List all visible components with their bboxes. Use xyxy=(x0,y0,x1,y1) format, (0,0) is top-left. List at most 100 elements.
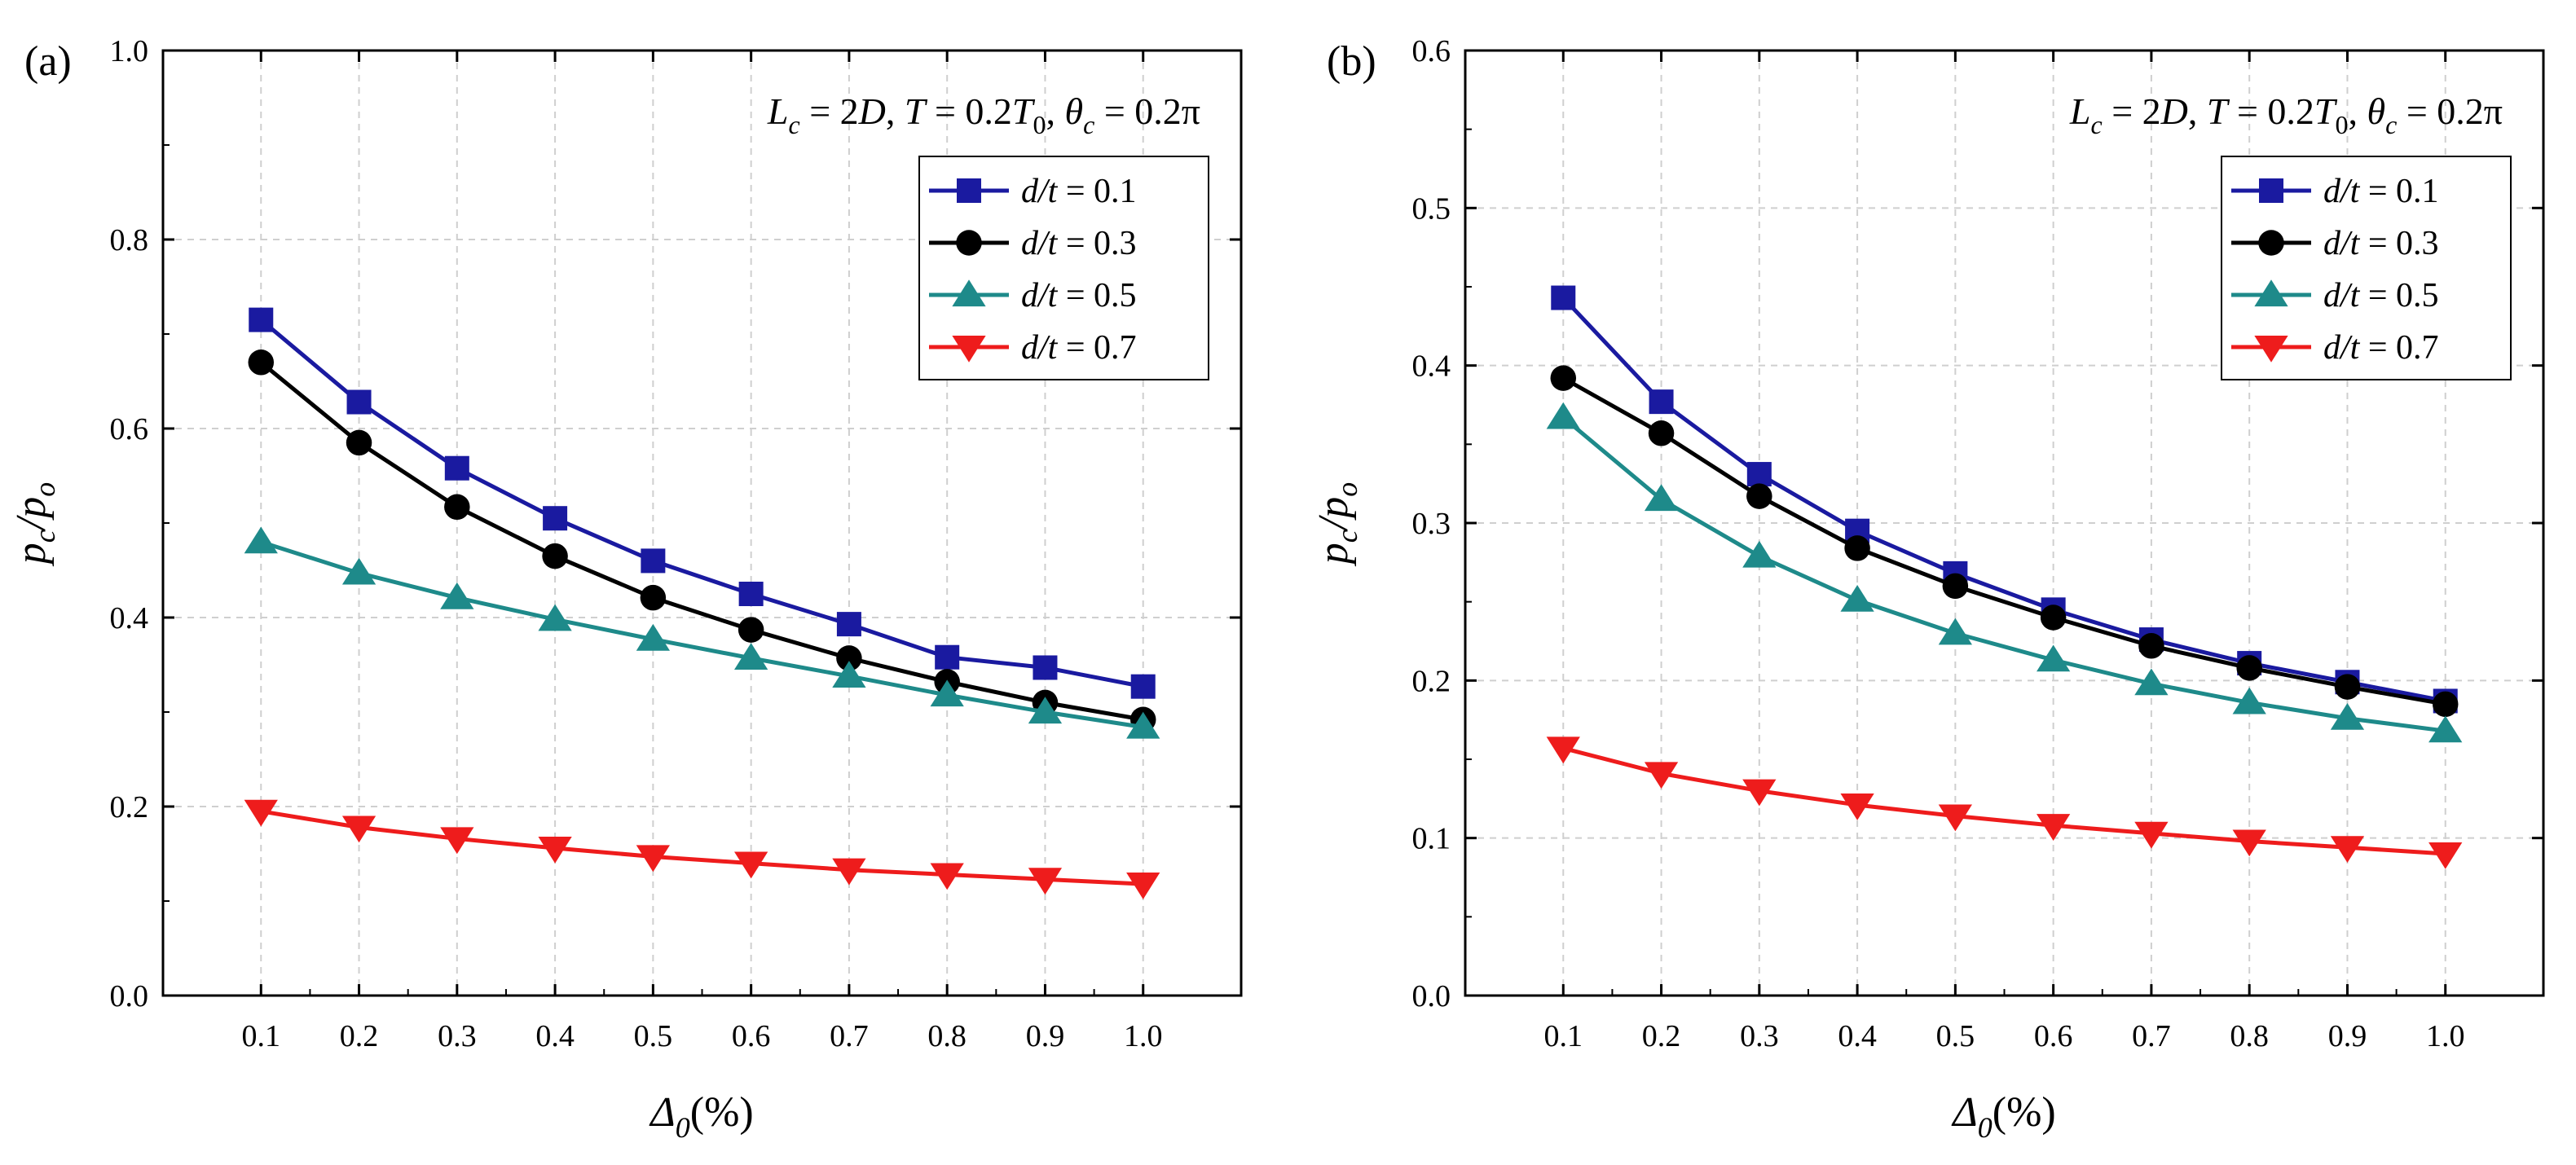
x-tick-label: 0.2 xyxy=(1642,1019,1681,1053)
y-tick-label: 0.2 xyxy=(110,790,149,824)
legend-label: d/t = 0.5 xyxy=(1021,277,1137,314)
series-line xyxy=(1561,296,2446,703)
x-tick-label: 0.4 xyxy=(535,1019,575,1053)
data-point xyxy=(734,851,768,879)
data-point xyxy=(440,582,474,609)
data-point xyxy=(2330,836,2365,864)
data-point xyxy=(341,557,376,585)
x-tick-label: 0.2 xyxy=(340,1019,379,1053)
data-point xyxy=(249,307,274,332)
legend-marker xyxy=(2254,279,2288,307)
series-d/t = 0.1 xyxy=(249,307,1156,699)
series-line xyxy=(260,539,1144,730)
data-point xyxy=(2428,842,2463,869)
legend-label: d/t = 0.1 xyxy=(2323,173,2439,210)
y-axis-label: pc/po xyxy=(8,482,61,567)
data-point xyxy=(1033,655,1058,680)
data-point xyxy=(1028,868,1063,895)
x-tick-label: 0.7 xyxy=(2132,1019,2171,1053)
x-tick-label: 0.1 xyxy=(242,1019,281,1053)
x-tick-label: 1.0 xyxy=(2426,1019,2465,1053)
legend-label: d/t = 0.7 xyxy=(2323,329,2439,367)
legend-label: d/t = 0.3 xyxy=(2323,225,2439,262)
x-tick-label: 0.6 xyxy=(2034,1019,2073,1053)
x-tick-label: 0.8 xyxy=(927,1019,967,1053)
legend-marker xyxy=(2258,230,2284,256)
legend-label: d/t = 0.7 xyxy=(1021,329,1137,367)
data-point xyxy=(1130,674,1156,699)
series-line xyxy=(259,318,1144,689)
data-point xyxy=(935,644,960,670)
y-tick-label: 0.6 xyxy=(110,412,149,446)
data-point xyxy=(1028,697,1063,724)
data-point xyxy=(2432,691,2459,718)
series-line xyxy=(260,809,1143,886)
y-tick-label: 0.2 xyxy=(1412,664,1451,698)
data-point xyxy=(734,643,768,670)
data-point xyxy=(1546,736,1580,764)
data-point xyxy=(836,612,861,637)
x-tick-label: 0.9 xyxy=(2328,1019,2367,1053)
data-point xyxy=(1840,584,1874,612)
annotation: Lc = 2D, T = 0.2T0, θc = 0.2π xyxy=(2069,90,2503,139)
x-tick-label: 0.5 xyxy=(1936,1019,1975,1053)
series-d/t = 0.3 xyxy=(248,350,1156,733)
y-tick-label: 0.3 xyxy=(1412,507,1451,541)
data-point xyxy=(2330,702,2365,730)
data-point xyxy=(1126,711,1160,739)
y-tick-label: 1.0 xyxy=(110,34,149,68)
data-point xyxy=(832,661,866,688)
series-line xyxy=(1562,376,2446,706)
legend-marker xyxy=(957,178,981,203)
data-point xyxy=(542,543,568,569)
data-point xyxy=(248,350,275,376)
legend-marker xyxy=(956,230,982,256)
data-point xyxy=(538,604,572,631)
data-point xyxy=(930,679,964,707)
y-axis-label: pc/po xyxy=(1310,482,1363,567)
data-point xyxy=(1938,804,1972,832)
chart-panel-b: 0.1 0.2 0.3 0.4 0.5 0.6 0.7 0.8 0.9 1.0 0.0 0.1 0.2 0… xyxy=(1310,34,2545,1144)
legend-marker xyxy=(2259,178,2283,203)
data-point xyxy=(1844,535,1870,561)
series-d/t = 0.7 xyxy=(244,799,1160,899)
y-tick-label: 0.4 xyxy=(110,601,149,635)
data-point xyxy=(1942,573,1969,600)
data-point xyxy=(2334,674,2361,700)
data-point xyxy=(1126,873,1160,899)
x-tick-label: 0.4 xyxy=(1838,1019,1877,1053)
series-line xyxy=(1562,746,2446,856)
data-point xyxy=(930,863,964,890)
x-axis-label: Δ0(%) xyxy=(649,1089,753,1144)
data-point xyxy=(836,645,862,671)
data-point xyxy=(640,584,667,611)
data-point xyxy=(1644,484,1679,512)
y-tick-label: 0.4 xyxy=(1412,350,1451,384)
data-point xyxy=(1746,462,1772,487)
data-point xyxy=(1648,420,1675,446)
y-tick-label: 0.0 xyxy=(110,979,149,1013)
x-tick-label: 0.6 xyxy=(732,1019,771,1053)
chart-panel-a: 0.1 0.2 0.3 0.4 0.5 0.6 0.7 0.8 0.9 1.0 0.0 0.2 0.4 0… xyxy=(8,34,1243,1144)
data-point xyxy=(444,494,470,521)
x-tick-label: 1.0 xyxy=(1124,1019,1163,1053)
data-point xyxy=(1840,794,1874,820)
data-point xyxy=(2236,655,2262,681)
data-point xyxy=(738,617,764,643)
data-point xyxy=(2037,644,2071,672)
legend-marker xyxy=(952,279,986,307)
data-point xyxy=(1742,540,1777,568)
legend-label: d/t = 0.3 xyxy=(1021,225,1137,262)
x-tick-label: 0.3 xyxy=(438,1019,477,1053)
data-point xyxy=(2134,821,2169,849)
data-point xyxy=(738,582,764,606)
annotation: Lc = 2D, T = 0.2T0, θc = 0.2π xyxy=(767,90,1200,139)
data-point xyxy=(244,799,278,827)
x-tick-label: 0.3 xyxy=(1740,1019,1779,1053)
data-point xyxy=(2232,687,2266,714)
data-point xyxy=(444,455,469,481)
legend: d/t = 0.1 d/t = 0.3 d/t = 0.5 d/t = 0.7 xyxy=(2221,156,2512,380)
data-point xyxy=(244,526,278,554)
y-tick-label: 0.1 xyxy=(1412,822,1451,856)
